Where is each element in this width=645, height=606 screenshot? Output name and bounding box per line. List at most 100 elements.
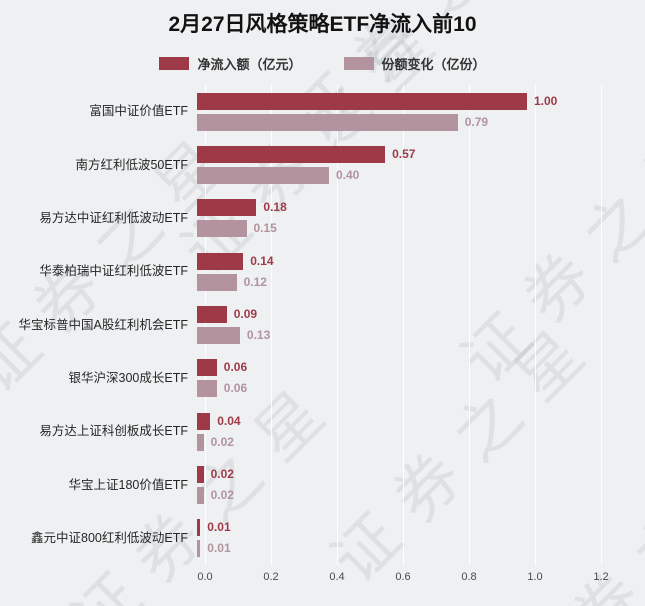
value-label: 0.57 (392, 146, 416, 161)
category-label: 南方红利低波50ETF (75, 157, 188, 172)
value-label: 0.01 (207, 520, 231, 535)
share-change-bar (197, 113, 458, 131)
bar-line: 0.02 (197, 486, 637, 504)
bar-line: 0.13 (197, 326, 637, 344)
x-tick-label: 0.0 (197, 571, 213, 583)
category-label: 易方达中证红利低波动ETF (39, 211, 188, 226)
bar-pair: 0.02 0.02 (197, 465, 637, 504)
bar-group: 易方达上证科创板成长ETF 0.04 0.02 (0, 405, 645, 458)
legend-label: 净流入额（亿元） (197, 57, 302, 72)
bar-group: 富国中证价值ETF 1.00 0.79 (0, 85, 645, 138)
x-tick-label: 0.2 (263, 571, 279, 583)
bar-line: 0.01 (197, 519, 637, 537)
share-change-bar (197, 540, 201, 558)
x-axis: 0.0 0.2 0.4 0.6 0.8 1.0 1.2 (197, 571, 608, 589)
value-label: 0.04 (217, 413, 241, 428)
value-label: 0.01 (207, 541, 231, 556)
bar-pair: 0.57 0.40 (197, 145, 637, 184)
bar-line: 0.01 (197, 540, 637, 558)
gridline (271, 85, 272, 565)
x-tick-label: 0.6 (395, 571, 411, 583)
value-label: 0.02 (210, 434, 234, 449)
gridline (337, 85, 338, 565)
net-inflow-bar (197, 412, 211, 430)
value-label: 0.09 (233, 306, 258, 321)
share-change-bar (197, 273, 237, 291)
value-label: 0.18 (263, 200, 287, 215)
bar-pair: 1.00 0.79 (197, 92, 637, 131)
bar-line: 0.14 (197, 252, 637, 270)
bar-line: 0.06 (197, 359, 637, 377)
bar-line: 0.02 (197, 433, 637, 451)
category-label: 富国中证价值ETF (89, 104, 188, 119)
net-inflow-bar (197, 252, 244, 270)
gridline (205, 85, 206, 565)
bar-line: 0.18 (197, 199, 637, 217)
value-label: 0.06 (223, 360, 248, 375)
value-label: 0.40 (336, 167, 360, 182)
value-label: 0.14 (250, 253, 274, 268)
share-change-bar (197, 486, 204, 504)
value-label: 0.15 (253, 221, 277, 236)
legend-item: 份额变化（亿份） (343, 54, 486, 73)
bar-pair: 0.04 0.02 (197, 412, 637, 451)
gridline (601, 85, 602, 565)
bar-line: 0.06 (197, 380, 637, 398)
value-label: 0.02 (210, 466, 234, 481)
bar-line: 0.79 (197, 113, 637, 131)
x-tick-label: 0.4 (329, 571, 345, 583)
bar-pair: 0.18 0.15 (197, 199, 637, 238)
share-change-bar (197, 433, 204, 451)
legend-swatch (343, 57, 374, 70)
category-label: 银华沪深300成长ETF (68, 371, 188, 386)
gridline (469, 85, 470, 565)
bar-line: 0.04 (197, 412, 637, 430)
gridline (535, 85, 536, 565)
bar-group: 华宝上证180价值ETF 0.02 0.02 (0, 458, 645, 511)
share-change-bar (197, 380, 217, 398)
value-label: 0.13 (246, 327, 271, 342)
category-label: 华泰柏瑞中证红利低波ETF (39, 264, 188, 279)
legend-item: 净流入额（亿元） (159, 54, 302, 73)
bar-line: 0.02 (197, 465, 637, 483)
value-label: 0.79 (464, 114, 489, 129)
bar-group: 华宝标普中国A股红利机会ETF 0.09 0.13 (0, 298, 645, 351)
gridlines (205, 85, 602, 565)
bar-pair: 0.09 0.13 (197, 305, 637, 344)
bar-group: 鑫元中证800红利低波动ETF 0.01 0.01 (0, 512, 645, 565)
bar-line: 0.57 (197, 145, 637, 163)
legend-label: 份额变化（亿份） (381, 57, 486, 72)
gridline (403, 85, 404, 565)
share-change-bar (197, 166, 329, 184)
x-tick-label: 1.0 (527, 571, 543, 583)
bar-group: 银华沪深300成长ETF 0.06 0.06 (0, 352, 645, 405)
net-inflow-bar (197, 519, 201, 537)
bar-line: 0.40 (197, 166, 637, 184)
share-change-bar (197, 326, 240, 344)
chart-title: 2月27日风格策略ETF净流入前10 (168, 13, 477, 36)
category-label: 华宝上证180价值ETF (68, 477, 188, 492)
bar-pair: 0.14 0.12 (197, 252, 637, 291)
bar-line: 0.09 (197, 305, 637, 323)
value-label: 0.12 (243, 274, 267, 289)
bar-group: 易方达中证红利低波动ETF 0.18 0.15 (0, 192, 645, 245)
net-inflow-bar (197, 305, 227, 323)
x-tick-label: 0.8 (461, 571, 477, 583)
net-inflow-bar (197, 92, 527, 110)
net-inflow-bar (197, 145, 386, 163)
x-tick-label: 1.2 (593, 571, 609, 583)
chart-legend: 净流入额（亿元） 份额变化（亿份） (0, 54, 645, 73)
bar-rows: 富国中证价值ETF 1.00 0.79 南方红利低波50ETF 0.57 0.40 易方达中… (0, 85, 645, 565)
value-label: 0.06 (223, 381, 248, 396)
net-inflow-bar (197, 199, 257, 217)
bar-line: 0.12 (197, 273, 637, 291)
chart-area: 富国中证价值ETF 1.00 0.79 南方红利低波50ETF 0.57 0.40 易方达中… (0, 85, 645, 595)
legend-swatch (159, 57, 190, 70)
category-label: 华宝标普中国A股红利机会ETF (18, 317, 188, 332)
value-label: 0.02 (210, 487, 234, 502)
net-inflow-bar (197, 359, 217, 377)
category-label: 鑫元中证800红利低波动ETF (31, 531, 188, 546)
bar-line: 0.15 (197, 220, 637, 238)
category-label: 易方达上证科创板成长ETF (39, 424, 188, 439)
